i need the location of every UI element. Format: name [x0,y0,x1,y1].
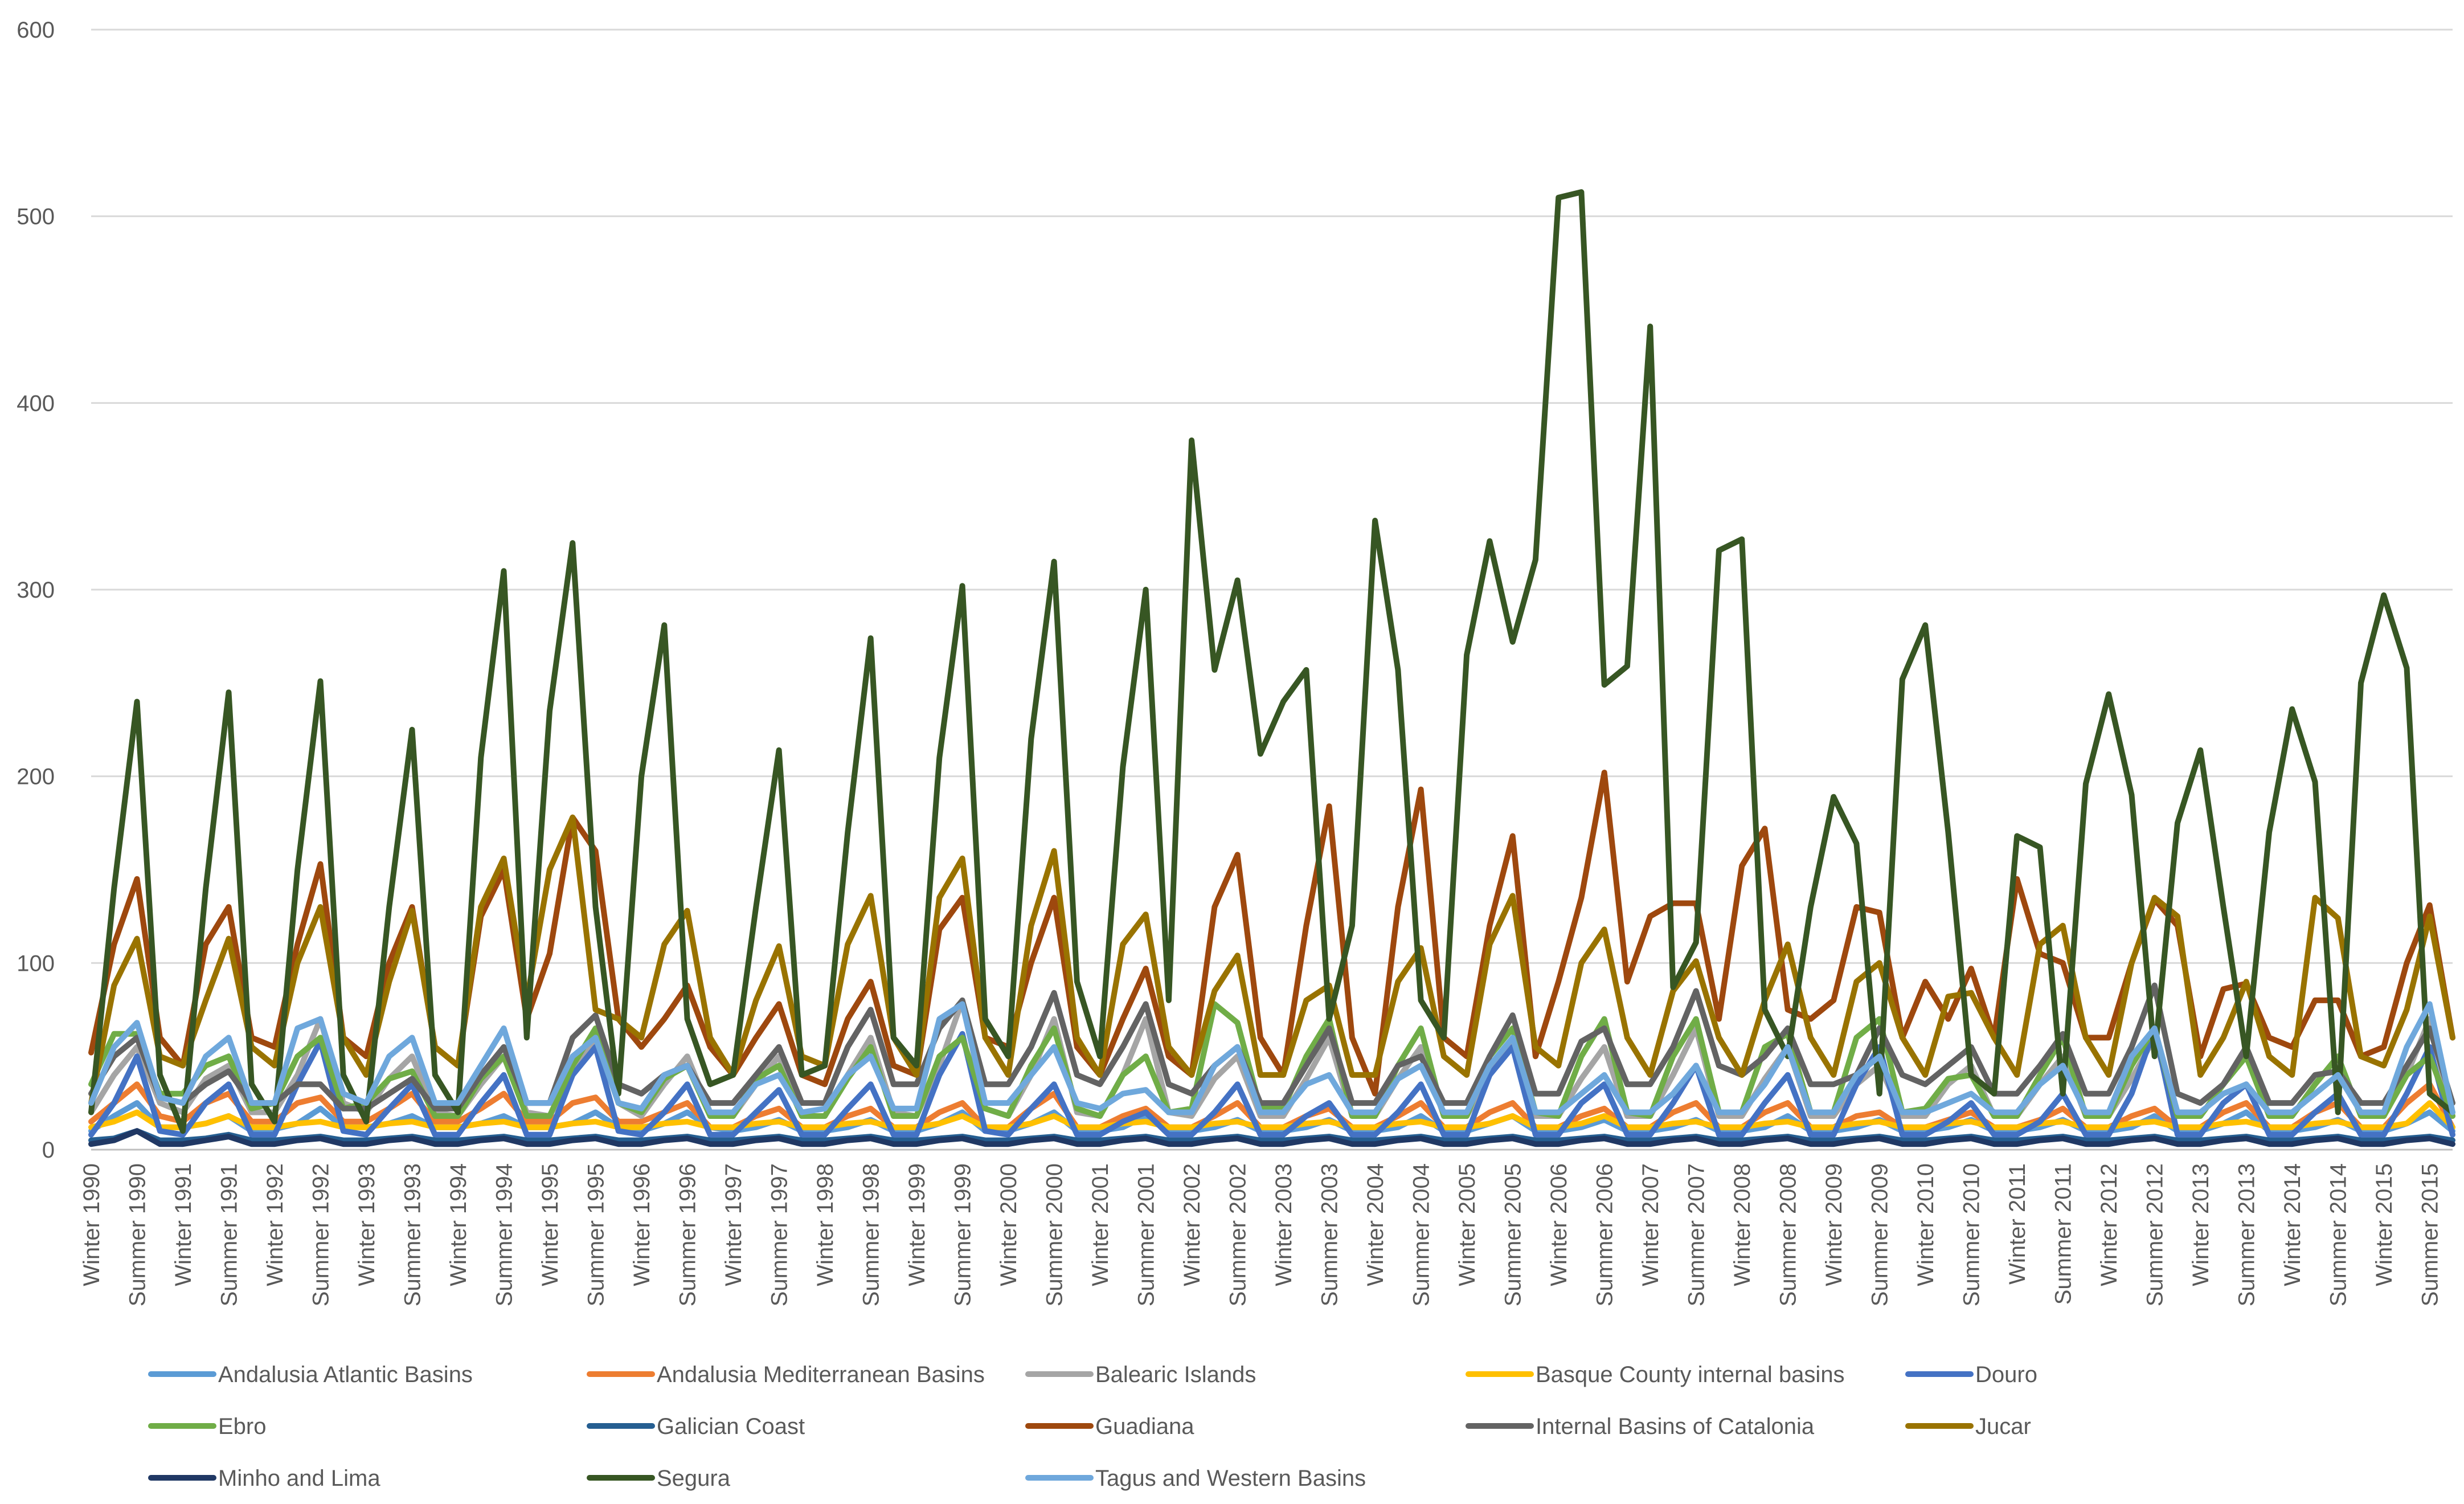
x-tick-label: Winter 2013 [2188,1163,2213,1286]
x-tick-label: Winter 1998 [813,1163,838,1286]
x-tick-label: Summer 1996 [676,1163,701,1306]
x-tick-label: Summer 1993 [400,1163,425,1306]
legend: Andalusia Atlantic Basins Andalusia Medit… [148,1362,2037,1491]
legend-label: Segura [657,1466,731,1491]
x-tick-label: Summer 1992 [309,1163,334,1306]
series-line-segura [88,189,2455,1134]
x-tick-label: Summer 1991 [217,1163,242,1306]
x-tick-label: Winter 2002 [1180,1163,1205,1286]
y-tick-label: 0 [42,1138,55,1163]
x-tick-label: Summer 2000 [1042,1163,1067,1306]
legend-label: Ebro [218,1414,267,1439]
x-tick-label: Winter 2009 [1822,1163,1847,1286]
legend-label: Andalusia Mediterranean Basins [657,1362,985,1387]
x-tick-label: Summer 2004 [1409,1163,1434,1306]
x-tick-label: Winter 2004 [1363,1163,1388,1286]
x-tick-label: Winter 1996 [629,1163,654,1286]
x-tick-label: Summer 2012 [2143,1163,2168,1306]
legend-label: Galician Coast [657,1414,805,1439]
x-tick-label: Summer 1995 [584,1163,609,1306]
x-tick-label: Winter 1995 [538,1163,563,1286]
series-line-tagus-and-western-basins [88,1001,2455,1115]
y-tick-label: 500 [17,205,55,230]
x-tick-label: Winter 2006 [1546,1163,1571,1286]
y-tick-label: 100 [17,951,55,976]
y-tick-label: 600 [17,18,55,43]
x-tick-label: Summer 1997 [767,1163,792,1306]
x-tick-label: Summer 2009 [1868,1163,1893,1306]
x-tick-label: Summer 2014 [2326,1163,2351,1306]
series-line-minho-and-lima [88,1128,2455,1147]
legend-label: Basque County internal basins [1536,1362,1845,1387]
data-series [88,189,2455,1147]
x-tick-label: Summer 2001 [1134,1163,1159,1306]
x-tick-label: Summer 1990 [125,1163,150,1306]
x-tick-label: Winter 1994 [446,1163,471,1286]
x-tick-label: Winter 2005 [1455,1163,1480,1286]
x-tick-label: Winter 2014 [2280,1163,2305,1286]
x-tick-label: Winter 1992 [263,1163,288,1286]
x-tick-label: Summer 2005 [1501,1163,1526,1306]
x-tick-label: Winter 2000 [996,1163,1021,1286]
legend-label: Douro [1975,1362,2037,1387]
x-tick-label: Winter 1993 [354,1163,379,1286]
x-tick-label: Summer 2015 [2418,1163,2443,1306]
x-tick-label: Summer 2006 [1593,1163,1618,1306]
legend-label: Jucar [1975,1414,2031,1439]
x-tick-label: Summer 1998 [859,1163,884,1306]
series-line-guadiana [88,770,2455,1097]
x-tick-label: Summer 2008 [1776,1163,1801,1306]
x-tick-label: Winter 2008 [1730,1163,1755,1286]
x-tick-label: Summer 2007 [1684,1163,1709,1306]
legend-label: Andalusia Atlantic Basins [218,1362,473,1387]
x-tick-label: Summer 2013 [2234,1163,2260,1306]
series-line-basque-county-internal-basins [88,1100,2455,1130]
x-tick-label: Winter 1999 [904,1163,930,1286]
y-tick-label: 200 [17,765,55,790]
gridlines [91,28,2453,1151]
legend-label: Internal Basins of Catalonia [1536,1414,1815,1439]
x-tick-label: Winter 2010 [1913,1163,1938,1286]
x-tick-label: Winter 1991 [171,1163,196,1286]
x-tick-label: Summer 1994 [492,1163,517,1306]
y-tick-label: 400 [17,391,55,416]
x-tick-label: Summer 2010 [1959,1163,1984,1306]
y-axis-tick-labels: 0 100 200 300 400 500 600 [17,18,55,1163]
y-tick-label: 300 [17,578,55,603]
x-tick-label: Summer 2011 [2051,1163,2076,1305]
x-tick-label: Winter 2007 [1638,1163,1663,1286]
legend-label: Guadiana [1095,1414,1194,1439]
x-axis-tick-labels: Winter 1990 Summer 1990 Winter 1991 Summer … [79,1163,2443,1306]
x-tick-label: Summer 2003 [1317,1163,1342,1306]
x-tick-label: Summer 2002 [1226,1163,1251,1306]
legend-label: Tagus and Western Basins [1095,1466,1366,1491]
x-tick-label: Winter 1997 [721,1163,746,1286]
legend-label: Minho and Lima [218,1466,380,1491]
x-tick-label: Winter 2003 [1271,1163,1296,1286]
x-tick-label: Winter 1990 [79,1163,104,1286]
series-line-jucar [88,814,2455,1106]
x-tick-label: Winter 2012 [2097,1163,2122,1286]
x-tick-label: Summer 1999 [951,1163,976,1306]
x-tick-label: Winter 2015 [2372,1163,2397,1286]
legend-label: Balearic Islands [1095,1362,1256,1387]
x-tick-label: Winter 2001 [1088,1163,1113,1286]
x-tick-label: Winter 2011 [2005,1163,2030,1285]
series-line-douro [88,1025,2455,1138]
